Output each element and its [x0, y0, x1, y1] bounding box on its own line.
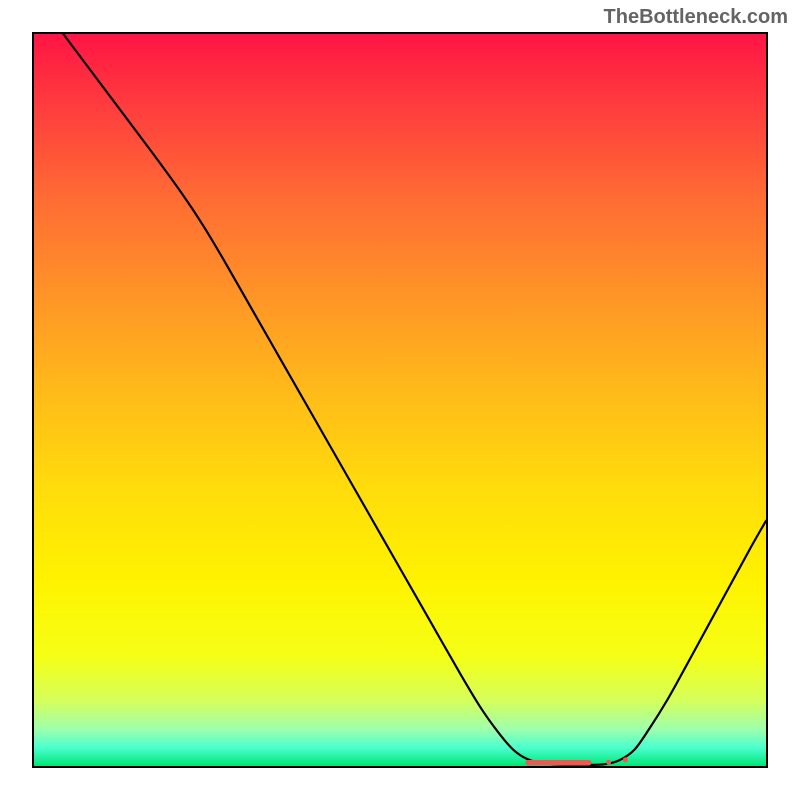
curve-layer [34, 34, 766, 766]
main-curve [63, 34, 766, 765]
plot-area [32, 32, 768, 768]
trough-dot [623, 757, 628, 762]
watermark-text: TheBottleneck.com [604, 6, 788, 29]
trough-dot [606, 760, 611, 765]
